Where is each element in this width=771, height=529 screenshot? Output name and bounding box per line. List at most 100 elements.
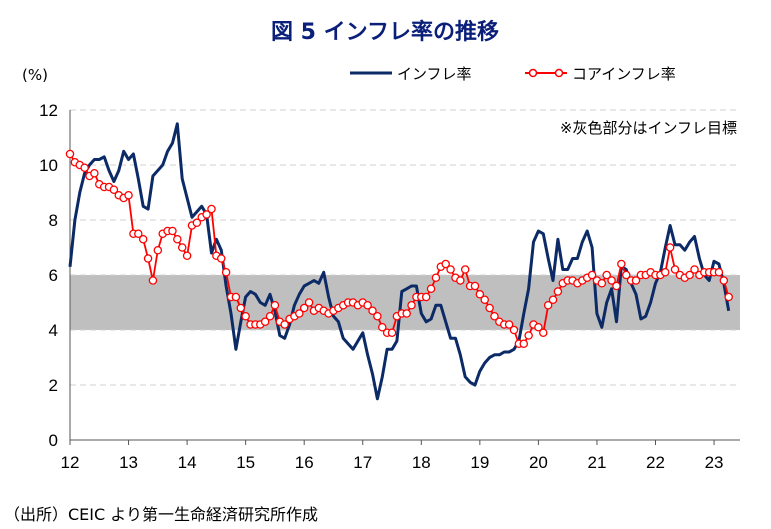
x-tick-label: 19 [470,453,489,472]
data-point [231,292,241,302]
y-tick-label: 2 [49,376,58,395]
y-tick-label: 6 [49,266,58,285]
data-point [265,311,275,321]
data-point [368,306,377,315]
series-core-inflation [65,149,733,348]
data-point [719,276,729,285]
x-tick-label: 23 [705,453,724,472]
data-point [543,300,553,310]
series-inflation [68,122,731,401]
y-axis-ticks: 0 2 4 6 8 10 12 [39,101,58,450]
inflation-target-band [70,275,740,330]
x-tick-label: 14 [178,453,197,472]
data-point [221,267,231,277]
data-point [431,273,441,282]
data-point [446,265,455,274]
x-tick-label: 18 [412,453,431,472]
data-point [714,267,724,277]
data-point [217,254,226,263]
data-point [539,328,548,337]
series-layer [65,122,733,401]
data-point [304,298,314,307]
data-point [153,245,163,255]
data-point [80,163,89,172]
data-point [421,292,431,302]
data-point [270,300,280,310]
data-point [202,210,211,219]
data-point [456,276,465,285]
data-point [65,149,75,159]
source-note: （出所）CEIC より第一生命経済研究所作成 [4,505,318,524]
data-point [134,229,143,238]
x-tick-label: 13 [119,453,138,472]
data-point [207,204,216,214]
target-annotation: ※灰色部分はインフレ目標 [560,119,737,137]
x-tick-label: 15 [236,453,255,472]
data-point [168,226,177,236]
series-line [68,122,731,401]
data-point [534,322,543,332]
data-point [138,234,148,244]
data-point [607,276,616,285]
data-point [407,300,416,310]
x-tick-label: 17 [353,453,372,472]
data-point [441,259,450,269]
data-point [553,287,563,296]
data-point [504,320,514,329]
data-point [182,251,192,260]
data-point [524,331,533,340]
data-point [519,339,529,348]
data-point [173,234,182,244]
data-point [617,259,626,269]
data-point [612,281,621,291]
chart-title: 図 5 インフレ率の推移 [271,19,499,45]
x-tick-label: 16 [295,453,314,472]
data-point [470,281,480,291]
x-tick-label: 20 [529,453,548,472]
legend: インフレ率 コアインフレ率 [350,65,676,83]
data-point [485,303,494,313]
x-tick-label: 21 [587,453,606,472]
legend-label-core: コアインフレ率 [572,65,676,83]
data-point [509,325,519,335]
data-point [236,303,246,313]
data-point [387,328,397,337]
data-point [475,289,485,299]
y-tick-label: 4 [49,321,58,340]
y-tick-label: 10 [39,156,58,175]
data-point [724,292,733,302]
data-point [665,243,675,252]
data-point [602,270,611,280]
data-point [241,311,250,321]
x-axis-ticks: 12 13 14 15 16 17 18 19 20 21 22 23 [61,440,724,472]
data-point [621,270,631,280]
data-point [299,303,309,313]
x-tick-label: 12 [61,453,80,472]
legend-marker-core [554,68,564,78]
data-point [426,284,436,293]
data-point [124,190,133,200]
legend-label-inflation: インフレ率 [397,65,472,83]
data-point [109,185,119,194]
data-point [363,300,372,310]
data-point [460,265,470,274]
data-point [490,311,499,321]
data-point [685,270,694,280]
y-tick-label: 8 [49,211,58,230]
data-point [90,168,99,178]
data-point [378,322,387,332]
legend-marker-core [528,68,538,78]
gridlines [70,109,740,386]
data-point [631,276,641,285]
data-point [670,265,680,274]
data-point [373,311,382,321]
data-point [587,270,597,280]
data-point [260,317,270,326]
data-point [690,265,699,274]
data-point [280,320,289,329]
y-tick-label: 12 [39,101,58,120]
data-point [661,267,670,277]
data-point [402,309,411,318]
x-tick-label: 22 [646,453,665,472]
data-point [295,309,304,318]
